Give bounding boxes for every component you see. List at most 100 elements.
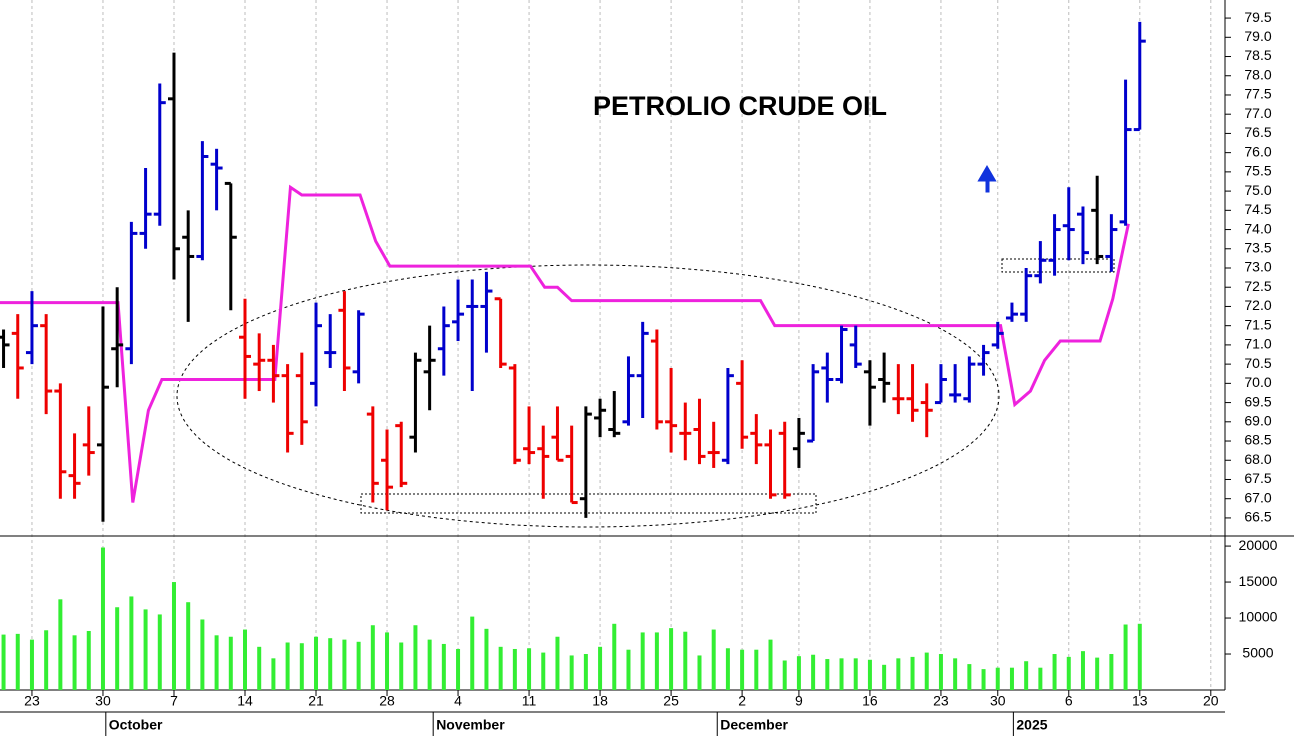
x-tick-label: 11 xyxy=(522,693,537,709)
y-tick-label: 73.0 xyxy=(1244,259,1271,275)
volume-bar xyxy=(271,658,276,690)
volume-bar xyxy=(328,638,333,690)
volume-bar xyxy=(967,664,972,690)
x-tick-label: 23 xyxy=(933,693,949,709)
x-tick-label: 4 xyxy=(454,693,462,709)
y-tick-label: 75.5 xyxy=(1244,163,1271,179)
volume-bar xyxy=(527,648,532,690)
x-tick-label: 23 xyxy=(24,693,40,709)
volume-bar xyxy=(413,625,418,690)
y-tick-label: 68.5 xyxy=(1244,432,1271,448)
volume-bar xyxy=(555,636,560,690)
y-tick-label: 69.0 xyxy=(1244,413,1271,429)
month-label: November xyxy=(436,717,505,733)
volume-bar xyxy=(171,582,176,690)
volume-bar xyxy=(115,607,120,690)
y-tick-label: 71.5 xyxy=(1244,316,1271,332)
x-tick-label: 16 xyxy=(862,693,878,709)
volume-bar xyxy=(200,619,205,690)
volume-bar xyxy=(882,664,887,690)
volume-bar xyxy=(995,667,1000,690)
volume-bar xyxy=(72,635,77,690)
x-tick-label: 9 xyxy=(795,693,803,709)
volume-bar xyxy=(285,642,290,690)
x-tick-label: 13 xyxy=(1132,693,1148,709)
y-tick-label: 5000 xyxy=(1242,645,1273,661)
volume-bar xyxy=(825,659,830,690)
y-tick-label: 75.0 xyxy=(1244,182,1271,198)
x-tick-label: 28 xyxy=(379,693,395,709)
y-tick-label: 79.0 xyxy=(1244,28,1271,44)
volume-bar xyxy=(569,655,574,690)
month-label: October xyxy=(109,717,163,733)
volume-bar xyxy=(470,616,475,690)
volume-bar xyxy=(796,656,801,690)
y-tick-label: 10000 xyxy=(1239,609,1278,625)
breakout-box xyxy=(1001,258,1115,273)
volume-bar xyxy=(157,614,162,690)
volume-bar xyxy=(441,643,446,690)
volume-bar xyxy=(456,648,461,690)
volume-bar xyxy=(938,654,943,690)
y-tick-label: 20000 xyxy=(1239,537,1278,553)
volume-bar xyxy=(370,625,375,690)
volume-bar xyxy=(711,629,716,690)
volume-bar xyxy=(385,632,390,690)
month-label: 2025 xyxy=(1016,717,1047,733)
volume-bar xyxy=(342,639,347,690)
volume-bar xyxy=(1123,624,1128,690)
y-tick-label: 72.0 xyxy=(1244,297,1271,313)
volume-bar xyxy=(867,659,872,690)
volume-bar xyxy=(1095,657,1100,690)
volume-bar xyxy=(58,599,63,690)
y-tick-label: 78.5 xyxy=(1244,47,1271,63)
volume-bar xyxy=(427,639,432,690)
volume-bar xyxy=(1009,667,1014,690)
y-tick-label: 77.0 xyxy=(1244,105,1271,121)
volume-bar xyxy=(839,658,844,690)
volume-bar xyxy=(1024,661,1029,690)
volume-bar xyxy=(86,630,91,690)
range-ellipse xyxy=(176,264,1000,528)
volume-bar xyxy=(1109,654,1114,690)
volume-bar xyxy=(143,609,148,690)
volume-bar xyxy=(981,669,986,690)
x-tick-label: 7 xyxy=(170,693,178,709)
support-box xyxy=(360,493,817,514)
x-tick-label: 6 xyxy=(1065,693,1073,709)
volume-bar xyxy=(29,639,34,690)
volume-bar xyxy=(214,635,219,690)
y-tick-label: 15000 xyxy=(1239,573,1278,589)
y-tick-label: 73.5 xyxy=(1244,239,1271,255)
volume-bar xyxy=(257,646,262,690)
month-label: December xyxy=(720,717,788,733)
x-tick-label: 14 xyxy=(237,693,253,709)
volume-bar xyxy=(853,658,858,690)
volume-bar xyxy=(44,630,49,690)
volume-bar xyxy=(243,629,247,690)
volume-bar xyxy=(541,652,546,690)
volume-bar xyxy=(512,648,517,690)
volume-bar xyxy=(100,547,105,690)
volume-bar xyxy=(15,633,20,690)
x-tick-label: 20 xyxy=(1203,693,1219,709)
y-tick-label: 76.5 xyxy=(1244,124,1271,140)
y-tick-label: 66.5 xyxy=(1244,509,1271,525)
chart-title: PETROLIO CRUDE OIL xyxy=(593,91,887,121)
volume-bar xyxy=(768,639,773,690)
volume-bar xyxy=(228,636,233,690)
volume-bar xyxy=(626,649,631,690)
y-tick-label: 77.5 xyxy=(1244,86,1271,102)
y-tick-label: 67.5 xyxy=(1244,470,1271,486)
volume-bar xyxy=(910,656,915,690)
volume-bar xyxy=(612,623,617,690)
volume-bar xyxy=(725,648,730,690)
x-tick-label: 30 xyxy=(990,693,1006,709)
volume-bar xyxy=(683,631,688,690)
volume-bar xyxy=(186,602,191,690)
volume-bar xyxy=(654,632,659,690)
y-tick-label: 72.5 xyxy=(1244,278,1271,294)
volume-bar xyxy=(129,596,134,690)
x-tick-label: 21 xyxy=(308,693,324,709)
